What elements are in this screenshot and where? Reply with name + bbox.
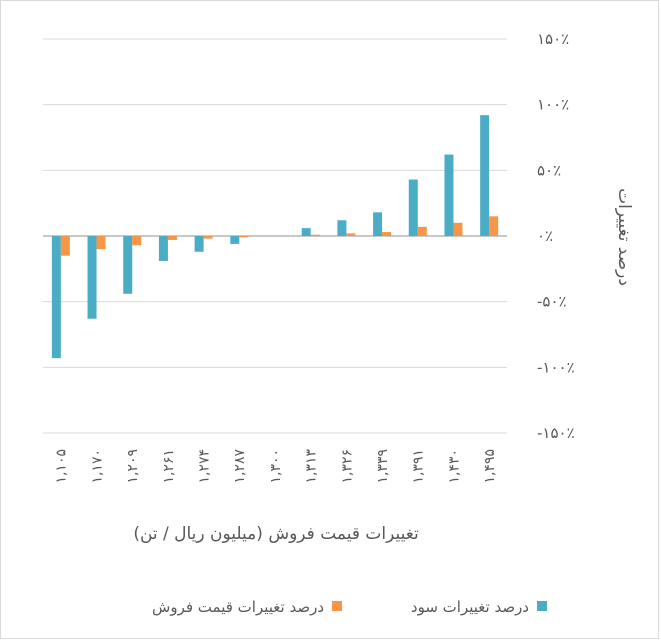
price-change-bar xyxy=(346,233,356,236)
legend-swatch-profit xyxy=(537,601,547,611)
x-axis-title: تغییرات قیمت فروش (میلیون ریال / تن) xyxy=(133,524,419,544)
x-tick-label: ۱,۲۶۱ xyxy=(161,449,177,484)
legend-label-profit: درصد تغییرات سود xyxy=(411,598,529,616)
y-tick-labels: ۱۵۰٪ ۱۰۰٪ ۵۰٪ ۰٪ -۵۰٪ -۱۰۰٪ -۱۵۰٪ xyxy=(537,30,575,442)
price-change-bar xyxy=(132,236,142,246)
profit-change-bar xyxy=(373,212,383,236)
x-tick-label: ۱,۲۰۹ xyxy=(125,449,141,484)
gridlines xyxy=(43,38,507,434)
x-tick-label: ۱,۳۲۶ xyxy=(339,449,355,484)
profit-change-bar xyxy=(480,115,490,236)
price-change-bar xyxy=(382,232,392,236)
profit-change-bar xyxy=(51,236,61,359)
price-change-bar xyxy=(239,236,249,238)
y-axis-title: درصد تغییرات xyxy=(614,188,634,286)
profit-change-bar xyxy=(444,154,454,236)
x-tick-label: ۱,۴۳۰ xyxy=(446,449,462,484)
price-change-bar xyxy=(60,236,70,256)
profit-change-bar xyxy=(230,236,240,244)
profit-change-bar xyxy=(337,220,347,236)
y-tick-label: ۵۰٪ xyxy=(537,161,561,179)
price-change-bar xyxy=(489,216,499,236)
y-tick-label: ۱۰۰٪ xyxy=(537,96,569,114)
legend-swatch-price xyxy=(332,601,342,611)
profit-change-bar xyxy=(87,236,97,319)
price-change-bar xyxy=(167,236,177,240)
y-tick-label: -۱۰۰٪ xyxy=(537,358,575,376)
legend: درصد تغییرات سود درصد تغییرات قیمت فروش xyxy=(152,598,547,616)
x-tick-label: ۱,۲۸۷ xyxy=(232,449,248,484)
price-change-bar xyxy=(203,236,213,239)
x-tick-label: ۱,۳۱۳ xyxy=(304,449,320,484)
x-tick-label: ۱,۲۷۴ xyxy=(197,449,213,484)
profit-change-bar xyxy=(408,179,418,236)
x-tick-label: ۱,۱۰۵ xyxy=(54,449,70,484)
y-tick-label: ۰٪ xyxy=(537,227,553,245)
x-tick-labels: ۱,۱۰۵ ۱,۱۷۰ ۱,۲۰۹ ۱,۲۶۱ ۱,۲۷۴ ۱,۲۸۷ ۱,۳۰۰ ۱,۳۱۳… xyxy=(54,449,498,484)
profit-change-bar xyxy=(194,236,204,252)
x-tick-label: ۱,۳۹۱ xyxy=(411,449,427,484)
x-tick-label: ۱,۳۳۹ xyxy=(375,449,391,484)
y-tick-label: -۱۵۰٪ xyxy=(537,424,575,442)
profit-change-bar xyxy=(158,236,168,261)
profit-change-bar xyxy=(123,236,133,294)
price-change-bar xyxy=(96,236,106,250)
x-tick-label: ۱,۱۷۰ xyxy=(89,449,105,484)
x-tick-label: ۱,۳۰۰ xyxy=(268,449,284,484)
price-change-bar xyxy=(453,222,463,236)
legend-label-price: درصد تغییرات قیمت فروش xyxy=(152,598,324,616)
price-change-bar xyxy=(310,234,320,236)
profit-change-bar xyxy=(301,228,311,236)
y-tick-label: ۱۵۰٪ xyxy=(537,30,569,48)
bars xyxy=(51,115,499,359)
price-change-bar xyxy=(417,226,427,236)
y-tick-label: -۵۰٪ xyxy=(537,293,567,311)
x-tick-label: ۱,۴۹۵ xyxy=(482,449,498,484)
